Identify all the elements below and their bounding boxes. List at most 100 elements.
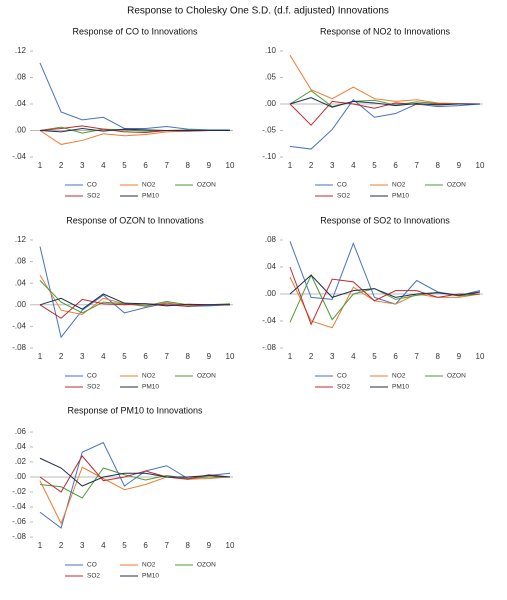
legend-label: OZON (197, 562, 216, 569)
x-tick-label: 10 (226, 161, 235, 170)
x-tick-label: 2 (59, 352, 64, 361)
y-tick-label: -.10 (262, 152, 276, 161)
x-tick-label: 4 (351, 161, 356, 170)
y-tick-label: .08 (265, 235, 277, 244)
x-tick-label: 3 (80, 541, 85, 550)
y-tick-label: .04 (15, 278, 27, 287)
x-tick-label: 7 (164, 352, 169, 361)
legend-label: CO (87, 562, 97, 569)
series-line (289, 276, 481, 329)
series-line (39, 457, 231, 487)
legend-label: NO2 (142, 562, 156, 569)
legend-label: CO (87, 373, 97, 380)
x-tick-label: 3 (80, 352, 85, 361)
x-tick-label: 9 (207, 541, 212, 550)
series-line (39, 246, 231, 339)
x-tick-label: 1 (288, 352, 293, 361)
x-tick-label: 5 (122, 161, 127, 170)
series-line (39, 466, 231, 525)
x-tick-label: 1 (38, 161, 43, 170)
legend-label: NO2 (392, 373, 406, 380)
panel-title: Response of SO2 to Innovations (320, 215, 450, 225)
series-line (289, 274, 481, 298)
x-tick-label: 6 (393, 161, 398, 170)
x-tick-label: 7 (164, 541, 169, 550)
legend-label: NO2 (392, 182, 406, 189)
x-tick-label: 1 (38, 352, 43, 361)
series-line (289, 266, 480, 326)
x-tick-label: 8 (186, 161, 191, 170)
legend-label: CO (87, 182, 97, 189)
x-tick-label: 6 (143, 161, 148, 170)
x-tick-label: 10 (476, 352, 485, 361)
x-tick-label: 9 (207, 161, 212, 170)
legend-label: CO (337, 182, 347, 189)
series-line (39, 455, 231, 493)
series-line (39, 441, 231, 529)
legend-label: PM10 (142, 193, 159, 200)
legend-label: SO2 (87, 384, 100, 391)
x-tick-label: 4 (101, 352, 106, 361)
x-tick-label: 8 (436, 352, 441, 361)
x-tick-label: 5 (122, 541, 127, 550)
x-tick-label: 2 (59, 541, 64, 550)
x-tick-label: 7 (164, 161, 169, 170)
x-tick-label: 6 (143, 352, 148, 361)
series-line (39, 128, 230, 133)
y-tick-label: -.04 (12, 322, 26, 331)
series-line (39, 293, 230, 310)
series-line (289, 97, 480, 108)
y-tick-label: -.05 (262, 126, 276, 135)
x-tick-label: 6 (393, 352, 398, 361)
series-line (39, 467, 230, 499)
y-tick-label: .08 (15, 257, 27, 266)
legend-label: SO2 (87, 193, 100, 200)
y-tick-label: -.04 (262, 316, 276, 325)
y-tick-label: .00 (15, 126, 27, 135)
y-tick-label: .08 (15, 73, 27, 82)
legend-label: NO2 (142, 373, 156, 380)
series-line (289, 54, 481, 105)
y-tick-label: -.04 (12, 502, 26, 511)
y-tick-label: .06 (15, 427, 27, 436)
y-tick-label: .04 (265, 262, 277, 271)
y-tick-label: -.06 (12, 517, 26, 526)
x-tick-label: 7 (414, 352, 419, 361)
y-tick-label: .00 (265, 289, 277, 298)
x-tick-label: 9 (207, 352, 212, 361)
x-tick-label: 10 (226, 352, 235, 361)
series-line (289, 100, 480, 126)
legend-label: PM10 (142, 573, 159, 580)
y-tick-label: .10 (265, 46, 277, 55)
legend-label: CO (337, 373, 347, 380)
legend-label: OZON (197, 373, 216, 380)
x-tick-label: 10 (226, 541, 235, 550)
y-tick-label: .00 (15, 472, 27, 481)
legend-label: PM10 (142, 384, 159, 391)
x-tick-label: 8 (186, 352, 191, 361)
legend-label: OZON (447, 373, 466, 380)
x-tick-label: 1 (38, 541, 43, 550)
series-line (39, 62, 230, 131)
x-tick-label: 5 (372, 352, 377, 361)
y-tick-label: -.04 (12, 152, 26, 161)
y-tick-label: .00 (265, 99, 277, 108)
x-tick-label: 5 (122, 352, 127, 361)
y-tick-label: .12 (15, 235, 27, 244)
x-tick-label: 8 (186, 541, 191, 550)
x-tick-label: 9 (457, 161, 462, 170)
x-tick-label: 9 (457, 352, 462, 361)
series-line (39, 280, 231, 314)
x-tick-label: 3 (330, 161, 335, 170)
panel-title: Response of PM10 to Innovations (67, 405, 203, 415)
x-tick-label: 3 (330, 352, 335, 361)
x-tick-label: 2 (309, 161, 314, 170)
legend-label: SO2 (87, 573, 100, 580)
y-tick-label: .00 (15, 300, 27, 309)
series-line (289, 99, 481, 150)
y-tick-label: .12 (15, 46, 27, 55)
legend-label: SO2 (337, 384, 350, 391)
x-tick-label: 8 (436, 161, 441, 170)
